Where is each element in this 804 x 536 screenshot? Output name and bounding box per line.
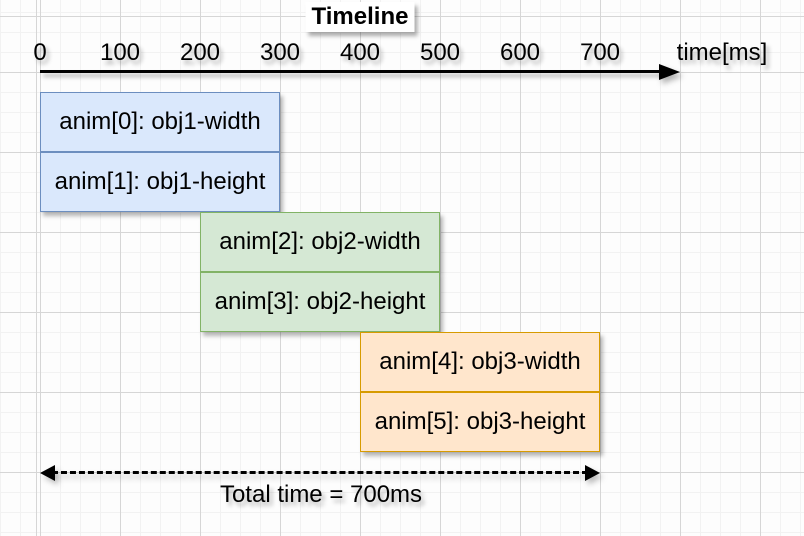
axis-tick-label: 100 (99, 39, 141, 66)
timeline-bar-anim3: anim[3]: obj2-height (200, 272, 440, 332)
timeline-bar-anim5: anim[5]: obj3-height (360, 392, 600, 452)
timeline-bar-label: anim[4]: obj3-width (379, 348, 581, 375)
timeline-bar-label: anim[5]: obj3-height (374, 408, 586, 435)
total-time-arrowhead-left-icon (40, 465, 55, 481)
total-time-dashed-line (52, 471, 588, 474)
axis-tick-label: 200 (179, 39, 221, 66)
axis-unit-label: time[ms] (676, 39, 768, 66)
axis-tick-label: 400 (339, 39, 381, 66)
diagram-title: Timeline (305, 2, 415, 32)
timeline-bar-anim0: anim[0]: obj1-width (40, 92, 280, 152)
total-time-label: Total time = 700ms (219, 481, 423, 508)
timeline-bar-label: anim[1]: obj1-height (54, 168, 266, 195)
timeline-bar-label: anim[3]: obj2-height (214, 288, 426, 315)
time-axis-arrowhead-icon (659, 64, 680, 80)
axis-tick-label: 0 (33, 39, 47, 66)
total-time-arrowhead-right-icon (585, 465, 600, 481)
time-axis-line (40, 70, 660, 73)
axis-tick-label: 300 (259, 39, 301, 66)
axis-tick-label: 700 (579, 39, 621, 66)
axis-tick-label: 600 (499, 39, 541, 66)
timeline-bar-label: anim[2]: obj2-width (219, 228, 421, 255)
timeline-bar-anim4: anim[4]: obj3-width (360, 332, 600, 392)
axis-tick-label: 500 (419, 39, 461, 66)
timeline-bar-anim2: anim[2]: obj2-width (200, 212, 440, 272)
timeline-bar-label: anim[0]: obj1-width (59, 108, 261, 135)
timeline-bar-anim1: anim[1]: obj1-height (40, 152, 280, 212)
